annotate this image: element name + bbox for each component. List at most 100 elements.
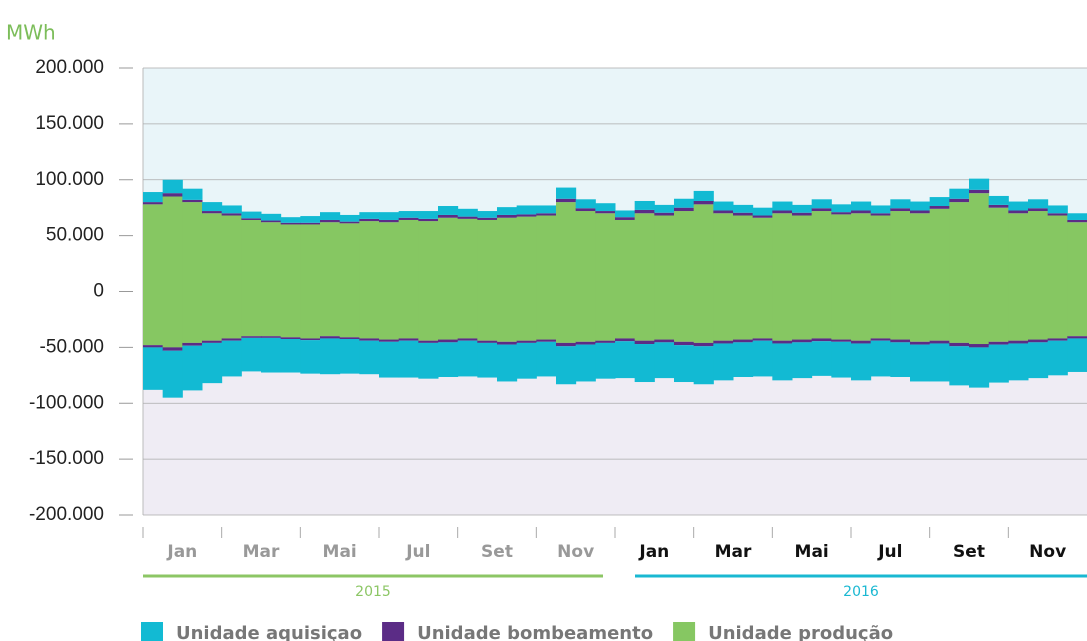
bar [241,291,262,337]
bar [320,336,341,339]
bar [556,346,577,385]
bar [182,342,203,346]
bar [772,343,793,381]
bar [713,340,734,344]
bar [595,342,616,379]
x-tick-label: Mar [243,542,280,562]
bar [1008,213,1029,292]
bar [1067,336,1087,339]
bar [379,291,400,340]
bar [634,340,655,345]
bar [910,291,931,342]
bar [339,337,360,339]
bar [516,214,537,217]
bar [1028,208,1049,212]
bar [654,212,675,216]
bar [497,341,518,345]
bar [870,338,891,341]
bar [477,217,498,220]
bar [320,219,341,223]
bar [143,202,164,205]
bar [792,339,813,343]
bar [654,291,675,340]
bar [241,337,262,372]
bar [438,291,459,340]
bar [280,338,301,373]
bar [418,291,439,341]
bar [811,199,832,209]
bar [772,201,793,211]
bar [674,345,695,383]
bar [910,344,931,382]
y-axis-label: MWh [6,21,56,45]
bar [497,217,518,292]
y-tick-label: 0 [93,281,104,302]
bar [792,212,813,216]
bar [477,291,498,341]
bar [988,341,1009,345]
bar [969,344,990,348]
bar [280,337,301,339]
bar [261,220,282,223]
bar [752,338,773,341]
bar [831,214,852,292]
bar [1047,213,1068,216]
bar [615,219,636,292]
bar [359,218,380,222]
bar [162,193,183,197]
bar [457,216,478,219]
bar [575,341,596,345]
bar [831,204,852,213]
bar [320,291,341,337]
bar [969,189,990,194]
bar [713,343,734,381]
bar [398,211,419,218]
x-tick-label: Jul [877,542,902,562]
bar [280,224,301,292]
bar [162,350,183,398]
bar [221,338,242,341]
bar [1067,222,1087,292]
bar [280,222,301,225]
bar [1028,342,1049,379]
bar [359,338,380,341]
bar [516,340,537,343]
bar [182,291,203,343]
legend-swatch [141,622,163,641]
legend-label: Unidade bombeamento [417,623,653,641]
bar [261,337,282,373]
bar [831,291,852,340]
bar [733,339,754,343]
bar [1067,213,1087,220]
bar [162,291,183,348]
x-tick-label: Set [953,542,985,562]
bar [713,201,734,211]
bar [654,204,675,213]
bar [674,211,695,292]
bar [988,195,1009,205]
bar [320,338,341,375]
bar [398,217,419,220]
bar [949,291,970,343]
bar [910,210,931,214]
bar [752,291,773,339]
bar [182,202,203,292]
bar [1008,201,1029,211]
y-tick-label: 200.000 [35,57,104,78]
bar [261,291,282,337]
bar [811,208,832,212]
bar [851,201,872,211]
bar [811,341,832,376]
bar [379,222,400,292]
bar [772,213,793,292]
bar [280,291,301,338]
bar [969,178,990,190]
bar [988,344,1009,383]
legend-label: Unidade produção [708,623,893,641]
bar [143,291,164,346]
x-tick-label: Nov [1029,542,1066,562]
bar [202,211,223,214]
bar [870,213,891,216]
bar [379,212,400,220]
bar [398,219,419,292]
